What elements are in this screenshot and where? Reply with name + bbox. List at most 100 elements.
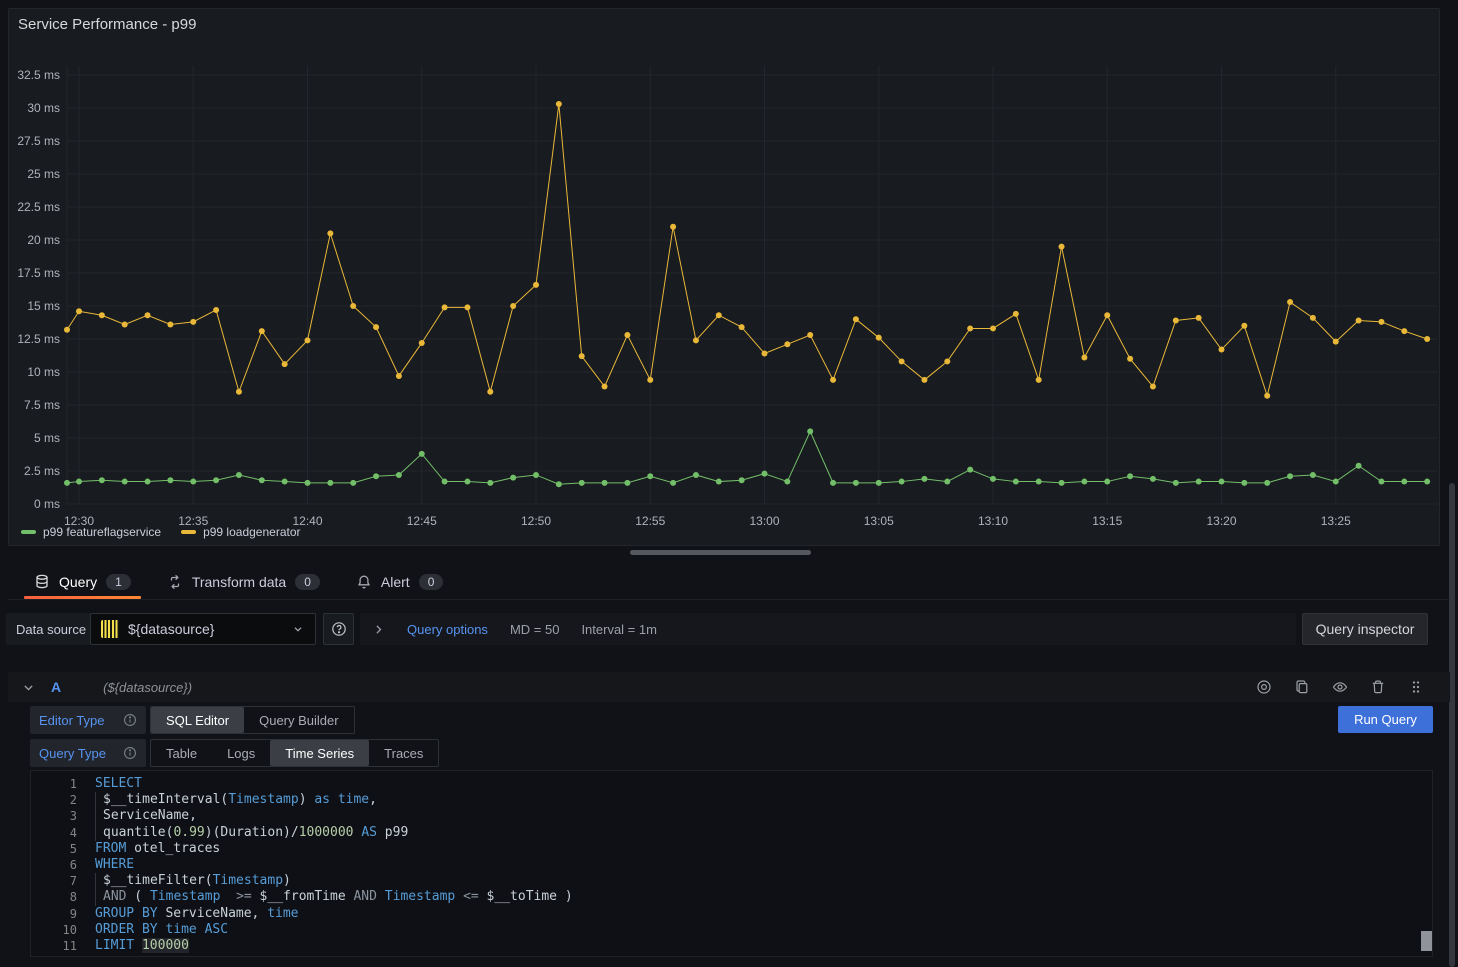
page-scrollbar-thumb[interactable] [1449, 483, 1455, 967]
database-icon [34, 574, 50, 590]
hide-response-eye-icon[interactable] [1332, 679, 1348, 695]
legend-series-label: p99 loadgenerator [203, 525, 301, 539]
legend-item[interactable]: p99 featureflagservice [21, 525, 161, 539]
code-line[interactable]: 11 LIMIT 100000 [31, 937, 1432, 954]
query-options-link[interactable]: Query options [407, 621, 488, 637]
label-text: Query Type [39, 745, 106, 761]
code-text: FROM otel_traces [95, 840, 221, 856]
line-number: 6 [69, 857, 77, 872]
datasource-picker[interactable]: ${datasource} [90, 613, 316, 645]
tab-alert[interactable]: Alert 0 [344, 564, 455, 599]
query-ref-id[interactable]: A [51, 679, 62, 695]
code-line[interactable]: 3 ServiceName, [31, 808, 1432, 825]
svg-text:12:35: 12:35 [178, 514, 208, 527]
collapse-chevron-icon[interactable] [22, 681, 35, 694]
svg-text:13:05: 13:05 [864, 514, 894, 527]
svg-text:32.5 ms: 32.5 ms [17, 68, 60, 82]
drag-handle-icon[interactable] [1408, 679, 1424, 695]
delete-query-trash-icon[interactable] [1370, 679, 1386, 695]
editor-type-radio-group: SQL Editor Query Builder [150, 706, 355, 734]
datasource-value: ${datasource} [128, 621, 215, 637]
line-number: 8 [69, 890, 77, 905]
disable-query-icon[interactable] [1256, 679, 1272, 695]
option-sql-editor[interactable]: SQL Editor [151, 707, 245, 733]
query-row-header[interactable]: A (${datasource}) [8, 672, 1450, 702]
svg-text:13:00: 13:00 [749, 514, 779, 527]
label-text: Editor Type [39, 712, 105, 728]
tab-query[interactable]: Query 1 [22, 564, 143, 599]
option-query-builder[interactable]: Query Builder [259, 712, 339, 728]
code-line[interactable]: 1 SELECT [31, 776, 1432, 792]
query-options-bar[interactable]: Query options MD = 50 Interval = 1m [360, 613, 1296, 645]
run-query-button[interactable]: Run Query [1338, 706, 1433, 733]
line-number: 5 [69, 841, 77, 856]
line-number: 4 [69, 825, 77, 840]
code-line[interactable]: 10 ORDER BY time ASC [31, 922, 1432, 938]
line-number: 10 [62, 922, 77, 937]
svg-text:12:55: 12:55 [635, 514, 665, 527]
horizontal-scrollbar-thumb[interactable] [630, 550, 811, 555]
tab-transform-data[interactable]: Transform data 0 [155, 564, 332, 599]
svg-text:12:45: 12:45 [407, 514, 437, 527]
transform-icon [167, 574, 183, 590]
duplicate-query-icon[interactable] [1294, 679, 1310, 695]
editor-cursor-decoration [1421, 931, 1432, 951]
svg-text:17.5 ms: 17.5 ms [17, 266, 60, 280]
panel-title: Service Performance - p99 [18, 16, 197, 33]
time-series-plot[interactable]: 0 ms 2.5 ms 5 ms 7.5 ms 10 ms 12.5 ms 15 ms 17.… [9, 45, 1439, 527]
info-icon[interactable] [123, 713, 137, 727]
query-row-actions [1256, 679, 1424, 695]
svg-text:25 ms: 25 ms [27, 167, 60, 181]
code-line[interactable]: 8 AND ( Timestamp >= $__fromTime AND Time… [31, 889, 1432, 906]
sql-code-lines: 1 SELECT 2 $__timeInterval(Timestamp) as ti… [31, 776, 1432, 954]
query-datasource-hint: (${datasource}) [103, 679, 193, 695]
tab-count-badge: 1 [106, 573, 131, 590]
datasource-label: Data source [6, 613, 97, 645]
line-number: 11 [62, 938, 77, 953]
line-number: 2 [69, 793, 77, 808]
datasource-help-button[interactable] [323, 613, 354, 645]
code-line[interactable]: 9 GROUP BY ServiceName, time [31, 906, 1432, 922]
svg-text:0 ms: 0 ms [34, 497, 60, 511]
code-text: AND ( Timestamp >= $__fromTime AND Times… [93, 889, 573, 906]
option-table[interactable]: Table [166, 745, 198, 761]
interval: Interval = 1m [581, 621, 657, 637]
time-series-panel: Service Performance - p99 0 ms 2.5 ms 5 ms… [8, 8, 1440, 546]
code-line[interactable]: 7 $__timeFilter(Timestamp) [31, 873, 1432, 890]
chevron-right-icon [372, 623, 385, 636]
line-number: 1 [69, 777, 77, 791]
line-number: 7 [69, 874, 77, 889]
code-line[interactable]: 2 $__timeInterval(Timestamp) as time, [31, 792, 1432, 809]
code-line[interactable]: 4 quantile(0.99)(Duration)/1000000 AS p99 [31, 824, 1432, 841]
code-text: ORDER BY time ASC [95, 921, 229, 937]
code-line[interactable]: 5 FROM otel_traces [31, 841, 1432, 857]
legend-item[interactable]: p99 loadgenerator [181, 525, 301, 539]
option-time-series[interactable]: Time Series [270, 740, 370, 766]
query-type-radio-group: Table Logs Time Series Traces [150, 739, 440, 767]
svg-text:22.5 ms: 22.5 ms [17, 200, 60, 214]
legend-series-label: p99 featureflagservice [43, 525, 162, 539]
info-icon[interactable] [123, 746, 137, 760]
svg-text:2.5 ms: 2.5 ms [24, 464, 60, 478]
line-number: 3 [69, 809, 77, 824]
code-text: SELECT [95, 776, 142, 791]
editor-type-label: Editor Type [30, 706, 146, 734]
bell-icon [356, 574, 372, 590]
option-logs[interactable]: Logs [227, 745, 256, 761]
code-text: $__timeInterval(Timestamp) as time, [93, 792, 377, 809]
legend-series-swatch [21, 530, 36, 534]
sql-code-editor[interactable]: 1 SELECT 2 $__timeInterval(Timestamp) as ti… [30, 770, 1433, 957]
query-inspector-button[interactable]: Query inspector [1302, 613, 1428, 645]
code-text: $__timeFilter(Timestamp) [93, 873, 291, 890]
option-traces[interactable]: Traces [384, 745, 424, 761]
svg-text:12.5 ms: 12.5 ms [17, 332, 60, 346]
svg-text:12:30: 12:30 [64, 514, 94, 527]
line-number: 9 [69, 906, 77, 921]
svg-text:7.5 ms: 7.5 ms [24, 398, 60, 412]
code-line[interactable]: 6 WHERE [31, 857, 1432, 873]
help-icon [331, 622, 346, 636]
svg-text:30 ms: 30 ms [27, 101, 60, 115]
svg-text:13:20: 13:20 [1206, 514, 1236, 527]
tab-count-badge: 0 [418, 573, 444, 590]
